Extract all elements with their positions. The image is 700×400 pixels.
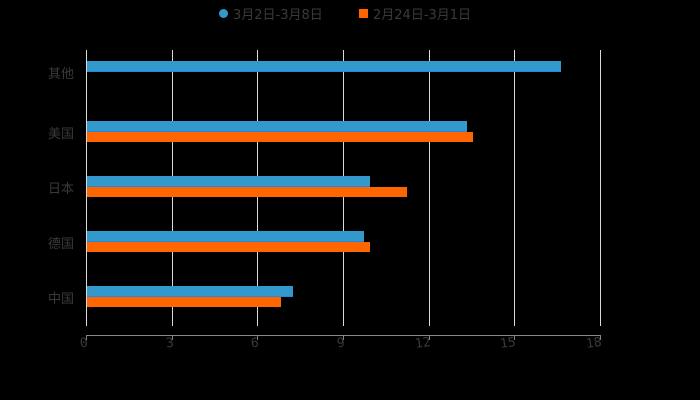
category-label: 日本 bbox=[48, 182, 75, 197]
legend-item-series-1[interactable]: 3月2日-3月8日 bbox=[219, 4, 323, 23]
gridline bbox=[600, 50, 601, 326]
x-axis-tick bbox=[172, 335, 173, 340]
gridline bbox=[429, 50, 430, 326]
category-label: 中国 bbox=[48, 292, 75, 307]
bar-series-1[interactable] bbox=[87, 231, 364, 242]
bar-series-1[interactable] bbox=[87, 61, 561, 72]
x-axis-tick-label: 0 bbox=[78, 335, 89, 352]
chart-legend: 3月2日-3月8日 2月24日-3月1日 bbox=[0, 4, 700, 24]
bar-series-1[interactable] bbox=[87, 121, 467, 132]
x-axis-tick bbox=[514, 335, 515, 340]
x-axis-tick-label: 15 bbox=[499, 334, 517, 353]
x-axis-tick bbox=[257, 335, 258, 340]
x-axis-tick bbox=[343, 335, 344, 340]
x-axis-line bbox=[86, 335, 601, 336]
bar-series-2[interactable] bbox=[87, 242, 370, 252]
bar-series-2[interactable] bbox=[87, 297, 281, 307]
bar-series-1[interactable] bbox=[87, 176, 370, 187]
x-axis-tick bbox=[86, 335, 87, 340]
legend-label: 3月2日-3月8日 bbox=[233, 8, 323, 23]
x-axis-tick-label: 9 bbox=[335, 335, 346, 352]
legend-item-series-2[interactable]: 2月24日-3月1日 bbox=[359, 4, 471, 23]
bar-series-2[interactable] bbox=[87, 132, 473, 142]
bar-series-2[interactable] bbox=[87, 187, 407, 197]
x-axis-tick-label: 18 bbox=[585, 334, 603, 353]
category-label: 美国 bbox=[48, 127, 75, 142]
x-axis-tick bbox=[429, 335, 430, 340]
gridline bbox=[514, 50, 515, 326]
x-axis-tick-label: 12 bbox=[414, 334, 432, 353]
category-label: 德国 bbox=[48, 237, 75, 252]
x-axis-tick-label: 6 bbox=[249, 335, 260, 352]
x-axis-tick-label: 3 bbox=[164, 335, 175, 352]
legend-circle-icon bbox=[219, 9, 228, 18]
legend-square-icon bbox=[359, 9, 368, 18]
bar-series-1[interactable] bbox=[87, 286, 293, 297]
category-label: 其他 bbox=[48, 67, 75, 82]
x-axis-tick bbox=[600, 335, 601, 340]
gridline bbox=[86, 50, 87, 326]
legend-label: 2月24日-3月1日 bbox=[373, 8, 472, 23]
